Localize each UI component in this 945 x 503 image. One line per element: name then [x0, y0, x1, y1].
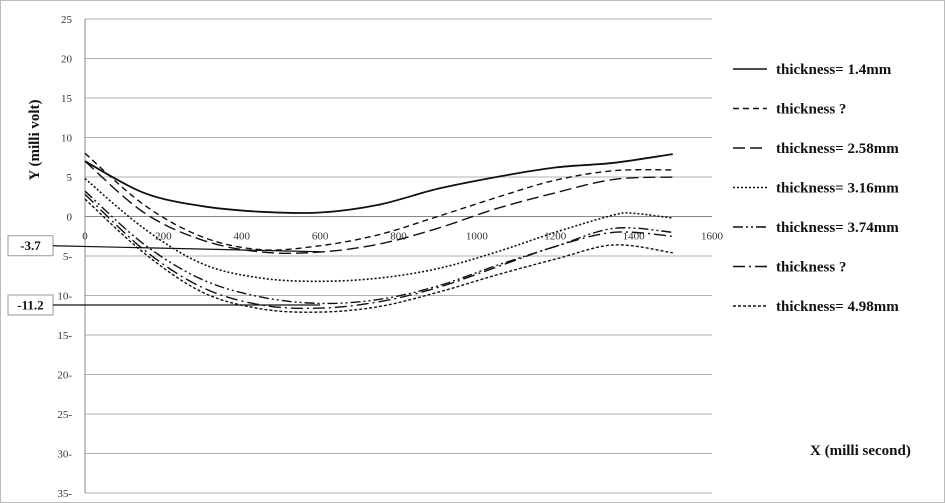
y-tick-label: 15	[61, 93, 73, 105]
legend-label: thickness= 4.98mm	[776, 299, 899, 315]
series-line	[84, 153, 673, 214]
x-tick-label: 800	[390, 231, 407, 243]
legend-label: thickness= 3.16mm	[776, 181, 899, 197]
y-tick-label: 0	[67, 212, 73, 224]
y-tick-label: 20	[61, 54, 73, 66]
y-tick-label: 25	[61, 14, 73, 26]
series-line	[84, 193, 673, 310]
y-tick-label: 35-	[57, 488, 72, 500]
x-tick-label: 1600	[701, 231, 724, 243]
y-tick-label: 10-	[57, 291, 72, 303]
x-tick-label: 1400	[623, 231, 646, 243]
y-tick-label: 10	[61, 133, 73, 145]
legend: thickness= 1.4mm thickness ? thickness= 2.…	[733, 62, 899, 315]
legend-label: thickness ?	[776, 260, 846, 276]
legend-label: thickness= 3.74mm	[776, 220, 899, 236]
x-axis-title: X (milli second)	[810, 443, 911, 459]
series-line	[84, 160, 673, 254]
x-tick-label: 0	[82, 231, 88, 243]
x-tick-label: 400	[234, 231, 251, 243]
x-tick-label: 600	[312, 231, 329, 243]
y-tick-label: 30-	[57, 449, 72, 461]
annotations: -3.7 -11.2	[7, 235, 321, 316]
legend-label: thickness= 2.58mm	[776, 141, 899, 157]
series-line	[84, 190, 673, 305]
x-tick-label: 1000	[466, 231, 489, 243]
legend-label: thickness ?	[776, 102, 846, 118]
y-tick-label: 15-	[57, 330, 72, 342]
y-tick-label: 5	[67, 172, 73, 184]
series-lines	[84, 152, 673, 313]
y-tick-label: 20-	[57, 370, 72, 382]
x-tick-label: 1200	[544, 231, 567, 243]
annotation-label: -3.7	[20, 238, 41, 253]
y-tick-labels: 25 20 15 10 5 0 5- 10- 15- 20- 25- 30- 35-	[57, 14, 72, 500]
series-line	[84, 152, 673, 251]
annotation-label: -11.2	[17, 297, 43, 312]
legend-label: thickness= 1.4mm	[776, 62, 892, 78]
x-tick-label: 200	[155, 231, 172, 243]
series-line	[84, 198, 673, 313]
y-axis-title: Y (milli volt)	[27, 99, 43, 180]
y-tick-label: 25-	[57, 409, 72, 421]
annotation-line	[52, 245, 321, 253]
y-tick-label: 5-	[63, 251, 73, 263]
series-line	[84, 177, 673, 283]
